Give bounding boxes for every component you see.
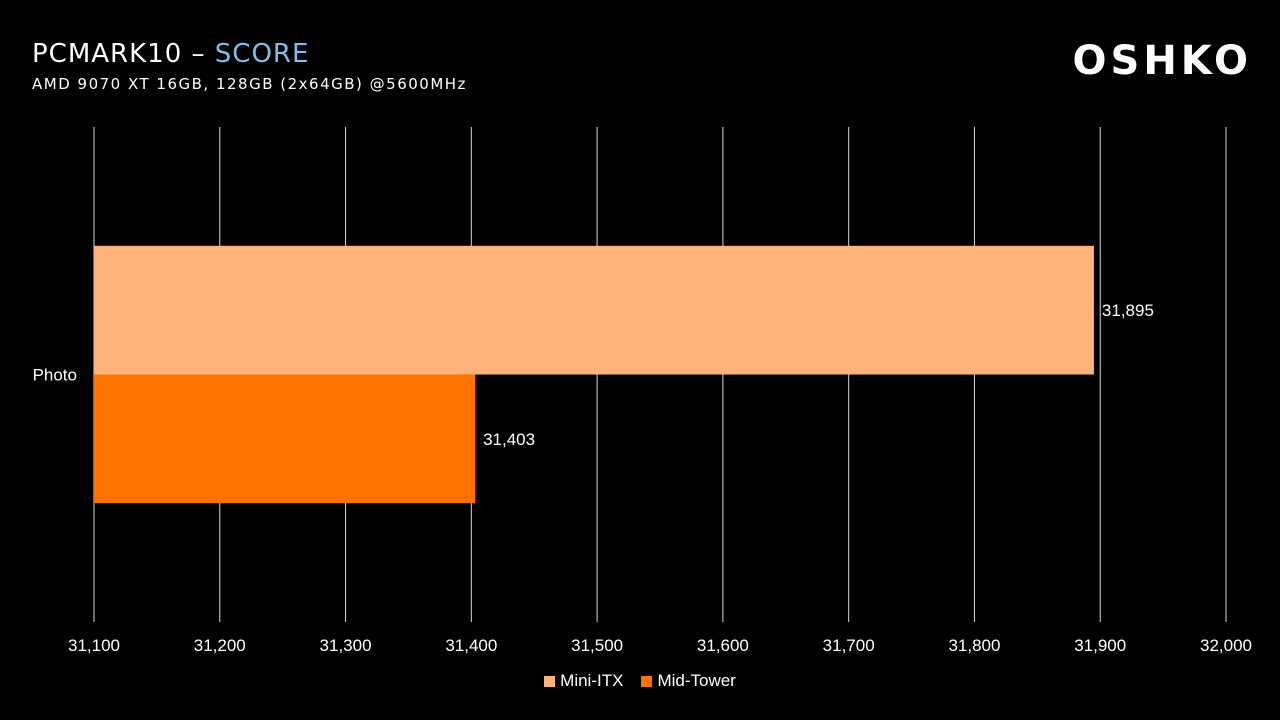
brand-logo: OSHKO [1072, 38, 1252, 84]
chart-title-main: PCMARK10 – [32, 39, 215, 69]
bar-mid-tower [94, 374, 476, 504]
x-tick-label: 31,700 [823, 636, 875, 655]
x-tick-label: 31,900 [1074, 636, 1126, 655]
x-tick-label: 31,600 [697, 636, 749, 655]
legend-item-mid-tower: Mid-Tower [641, 671, 736, 691]
x-tick-label: 31,100 [68, 636, 120, 655]
x-tick-label: 31,200 [194, 636, 246, 655]
legend-label-mid-tower: Mid-Tower [657, 671, 736, 690]
title-block: PCMARK10 – SCORE AMD 9070 XT 16GB, 128GB… [32, 40, 467, 93]
category-label: Photo [33, 366, 77, 385]
legend-label-mini-itx: Mini-ITX [560, 671, 624, 690]
x-tick-label: 31,400 [445, 636, 497, 655]
bar-mini-itx [94, 245, 1094, 375]
x-tick-label: 31,300 [320, 636, 372, 655]
chart-title-highlight: SCORE [214, 39, 310, 69]
data-label: 31,895 [1102, 301, 1154, 320]
chart-subtitle: AMD 9070 XT 16GB, 128GB (2x64GB) @5600MH… [32, 74, 467, 93]
legend: Mini-ITX Mid-Tower [0, 671, 1280, 691]
legend-item-mini-itx: Mini-ITX [544, 671, 623, 691]
legend-swatch-mini-itx [544, 675, 556, 687]
x-tick-label: 31,800 [948, 636, 1000, 655]
data-label: 31,403 [483, 430, 535, 449]
legend-swatch-mid-tower [641, 675, 653, 687]
label-layer: 31,100 31,200 31,300 31,400 31,500 31,600 31,7… [33, 301, 1252, 655]
chart-title: PCMARK10 – SCORE [32, 40, 467, 69]
x-tick-label: 32,000 [1200, 636, 1252, 655]
x-tick-label: 31,500 [571, 636, 623, 655]
bar-layer [94, 245, 1094, 504]
